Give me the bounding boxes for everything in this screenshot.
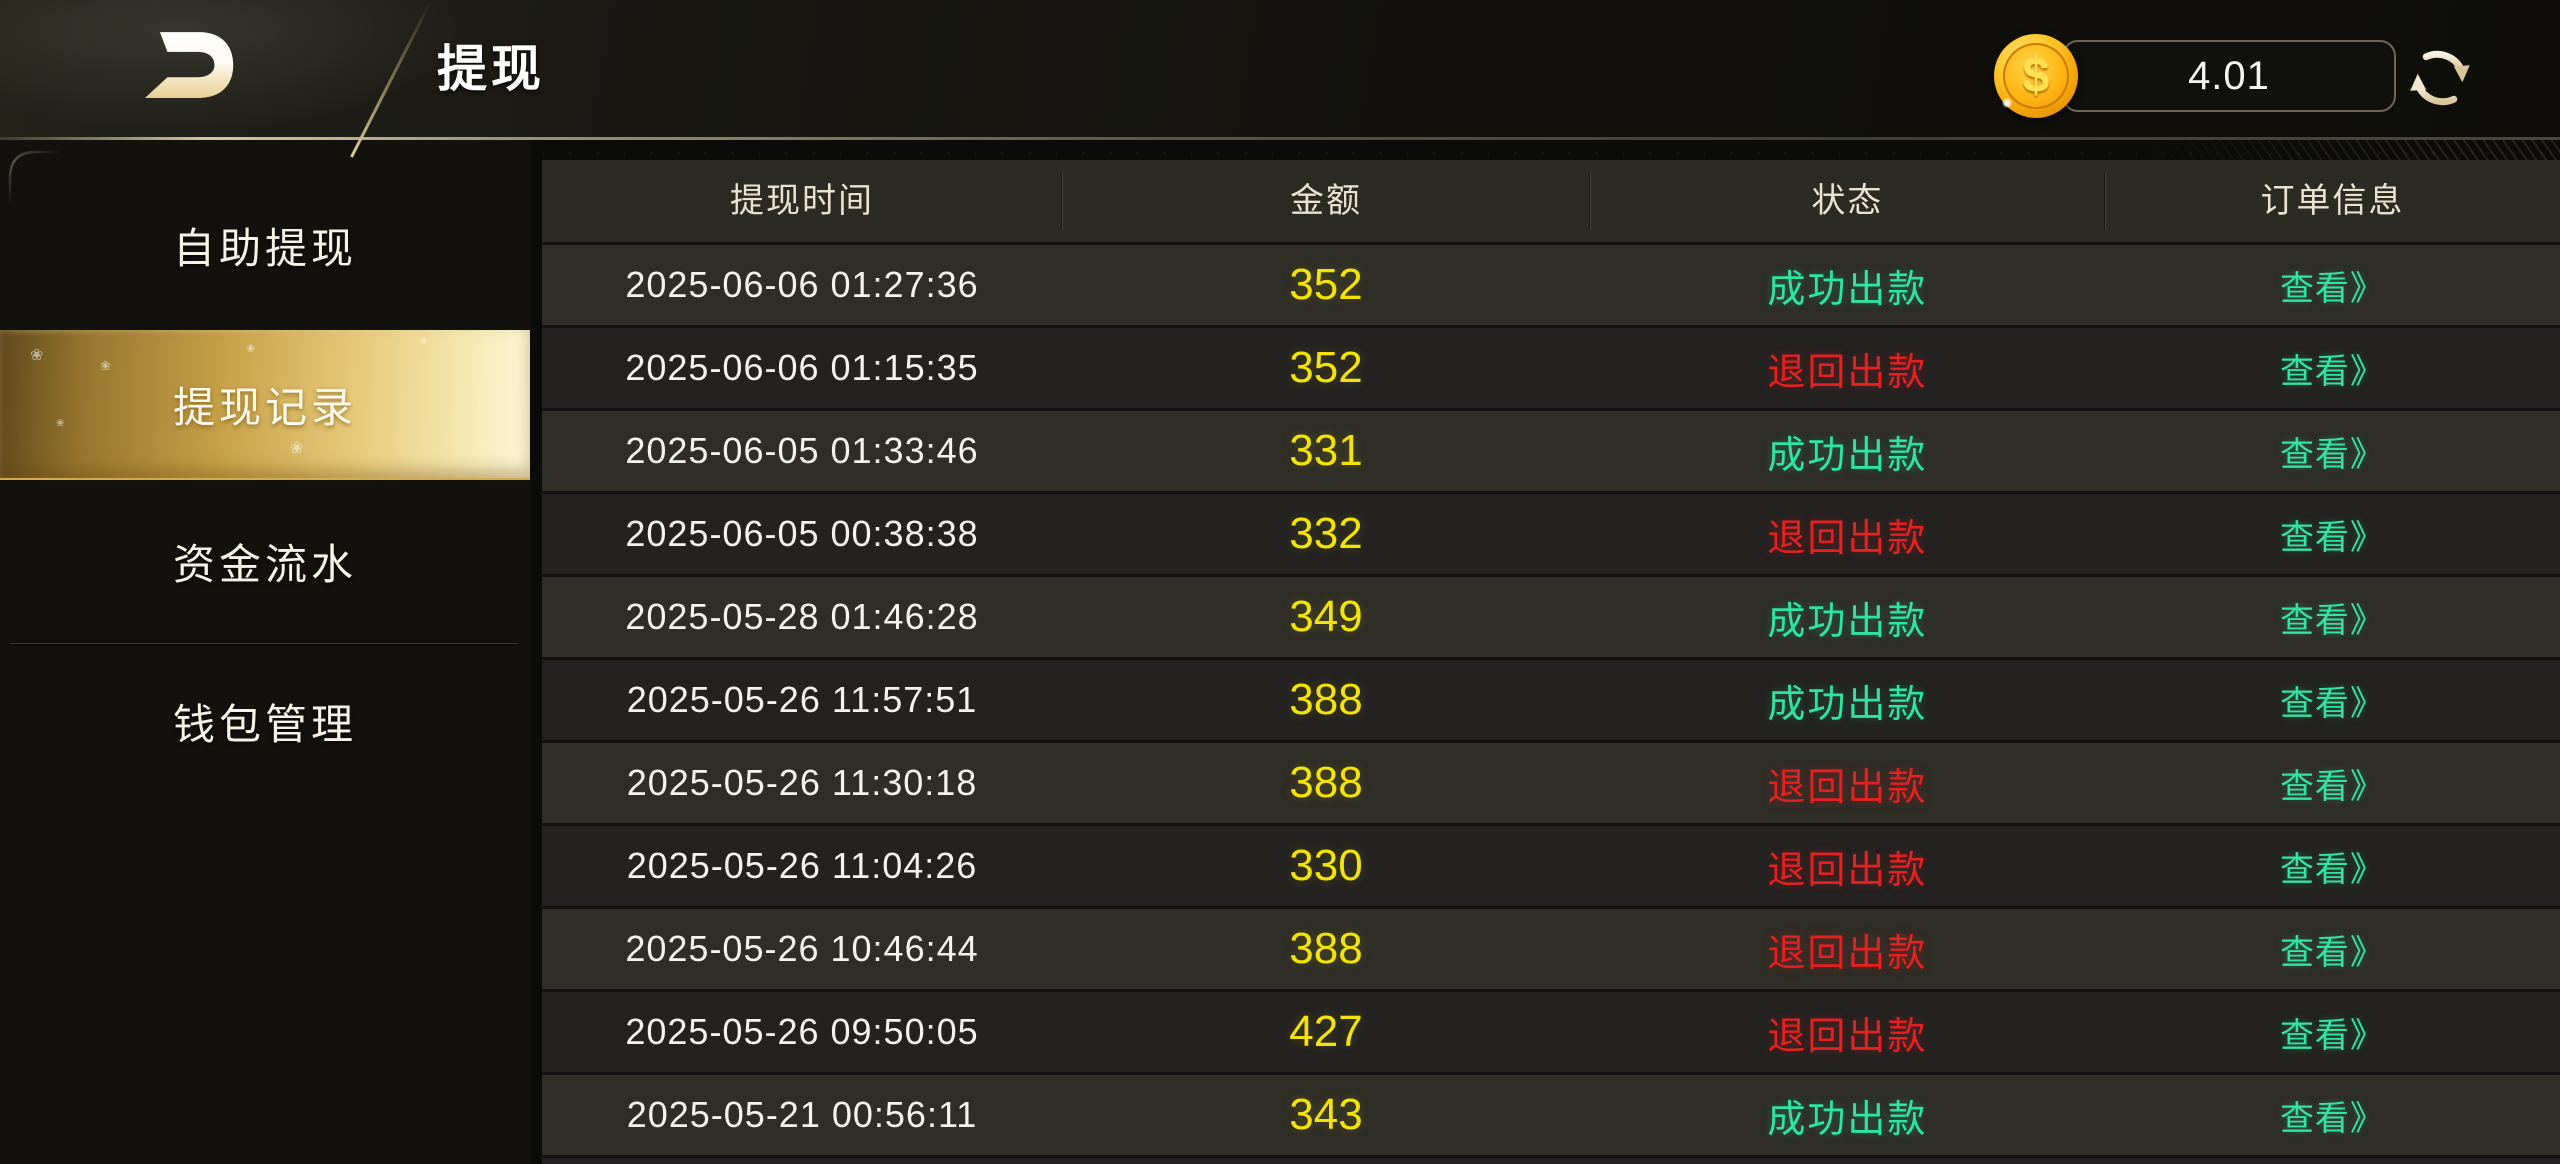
table-header-row: 提现时间 金额 状态 订单信息 [542, 160, 2560, 242]
sidebar-item-label: 提现记录 [172, 383, 357, 431]
table-body: 2025-06-06 01:27:36 352 成功出款 查看》 2025-06… [542, 242, 2560, 1155]
coin-glint [2002, 98, 2012, 108]
withdraw-records-table: 提现时间 金额 状态 订单信息 2025-06-06 01:27:36 352 … [542, 160, 2560, 1164]
view-order-link[interactable]: 查看》 [2279, 601, 2385, 640]
withdraw-status: 成功出款 [1767, 683, 1928, 726]
table-row: 2025-05-26 11:57:51 388 成功出款 查看》 [542, 657, 2560, 740]
coin-dollar-symbol: $ [2022, 49, 2050, 103]
col-header-time: 提现时间 [730, 182, 875, 220]
sidebar-item-label: 钱包管理 [172, 700, 357, 748]
balance-display: 4.01 [2062, 40, 2396, 112]
sidebar-divider [10, 643, 518, 644]
top-bar: 提现 $ 4.01 [0, 0, 2560, 158]
sidebar-item-2[interactable]: 提现记录 [0, 330, 530, 480]
withdraw-time: 2025-05-26 10:46:44 [625, 928, 979, 969]
withdraw-time: 2025-06-05 01:33:46 [625, 430, 979, 471]
withdraw-time: 2025-05-21 00:56:11 [626, 1094, 978, 1135]
table-row: 2025-05-21 00:56:11 343 成功出款 查看》 [542, 1072, 2560, 1155]
withdraw-amount: 388 [1289, 758, 1363, 807]
col-header-amount: 金额 [1062, 160, 1590, 242]
withdraw-amount: 352 [1289, 343, 1363, 392]
withdraw-amount: 332 [1289, 509, 1363, 558]
withdraw-time: 2025-06-05 00:38:38 [625, 513, 979, 554]
view-order-link[interactable]: 查看》 [2279, 684, 2385, 723]
withdraw-amount: 330 [1289, 841, 1363, 890]
table-row: 2025-05-26 10:46:44 388 退回出款 查看》 [542, 906, 2560, 989]
table-row: 2025-05-26 11:04:26 330 退回出款 查看》 [542, 823, 2560, 906]
content-area: 提现时间 金额 状态 订单信息 2025-06-06 01:27:36 352 … [530, 140, 2560, 1164]
withdraw-time: 2025-05-28 01:46:28 [625, 596, 979, 637]
sidebar-menu: 自助提现 提现记录 资金流水 钱包管理 ❀ ❀ ❀ ❀ ❀ ❀ [0, 140, 530, 1164]
table-row: 2025-05-26 09:50:05 427 退回出款 查看》 [542, 989, 2560, 1072]
view-order-link[interactable]: 查看》 [2279, 1016, 2385, 1055]
withdraw-time: 2025-06-06 01:15:35 [625, 347, 979, 388]
withdraw-time: 2025-05-26 11:57:51 [626, 679, 978, 720]
withdraw-status: 退回出款 [1767, 1015, 1928, 1058]
view-order-link[interactable]: 查看》 [2279, 518, 2385, 557]
withdraw-amount: 427 [1289, 1007, 1363, 1056]
view-order-link[interactable]: 查看》 [2279, 352, 2385, 391]
withdraw-time: 2025-05-26 09:50:05 [625, 1011, 979, 1052]
withdraw-status: 成功出款 [1767, 600, 1928, 643]
withdraw-amount: 349 [1289, 592, 1363, 641]
withdraw-status: 成功出款 [1767, 434, 1928, 477]
withdraw-status: 退回出款 [1767, 351, 1928, 394]
view-order-link[interactable]: 查看》 [2279, 269, 2385, 308]
table-row: 2025-06-06 01:15:35 352 退回出款 查看》 [542, 325, 2560, 408]
table-row: 2025-06-06 01:27:36 352 成功出款 查看》 [542, 242, 2560, 325]
view-order-link[interactable]: 查看》 [2279, 1099, 2385, 1138]
withdraw-time: 2025-05-26 11:04:26 [626, 845, 978, 886]
withdraw-amount: 343 [1289, 1090, 1363, 1139]
withdraw-status: 退回出款 [1767, 849, 1928, 892]
withdraw-amount: 388 [1289, 924, 1363, 973]
sidebar-item-label: 自助提现 [172, 224, 357, 272]
refresh-icon[interactable] [2406, 44, 2474, 112]
withdraw-amount: 331 [1289, 426, 1363, 475]
withdraw-status: 退回出款 [1767, 517, 1928, 560]
coin-icon: $ [1994, 34, 2078, 118]
table-row: 2025-06-05 01:33:46 331 成功出款 查看》 [542, 408, 2560, 491]
withdraw-status: 退回出款 [1767, 766, 1928, 809]
sidebar-item-3[interactable]: 资金流水 [0, 486, 530, 636]
col-header-order: 订单信息 [2104, 160, 2560, 242]
balance-value: 4.01 [2188, 53, 2270, 98]
withdraw-time: 2025-06-06 01:27:36 [625, 264, 979, 305]
view-order-link[interactable]: 查看》 [2279, 933, 2385, 972]
sidebar-panel-corner [8, 150, 64, 206]
app-logo-icon[interactable] [143, 26, 237, 106]
withdraw-status: 成功出款 [1767, 1098, 1928, 1141]
table-row: 2025-05-26 11:30:18 388 退回出款 查看》 [542, 740, 2560, 823]
withdraw-amount: 352 [1289, 260, 1363, 309]
col-header-status: 状态 [1589, 160, 2105, 242]
page-title: 提现 [437, 41, 545, 97]
sidebar-item-1[interactable]: 自助提现 [0, 170, 530, 320]
withdraw-status: 退回出款 [1767, 932, 1928, 975]
sidebar-item-4[interactable]: 钱包管理 [0, 646, 530, 796]
header-diagonal-divider [350, 0, 433, 158]
withdraw-status: 成功出款 [1767, 268, 1928, 311]
sidebar-item-label: 资金流水 [172, 540, 357, 588]
withdraw-time: 2025-05-26 11:30:18 [626, 762, 978, 803]
table-row: 2025-06-05 00:38:38 332 退回出款 查看》 [542, 491, 2560, 574]
table-row: 2025-05-28 01:46:28 349 成功出款 查看》 [542, 574, 2560, 657]
view-order-link[interactable]: 查看》 [2279, 435, 2385, 474]
partial-next-row [542, 1155, 2560, 1164]
view-order-link[interactable]: 查看》 [2279, 850, 2385, 889]
withdraw-amount: 388 [1289, 675, 1363, 724]
view-order-link[interactable]: 查看》 [2279, 767, 2385, 806]
